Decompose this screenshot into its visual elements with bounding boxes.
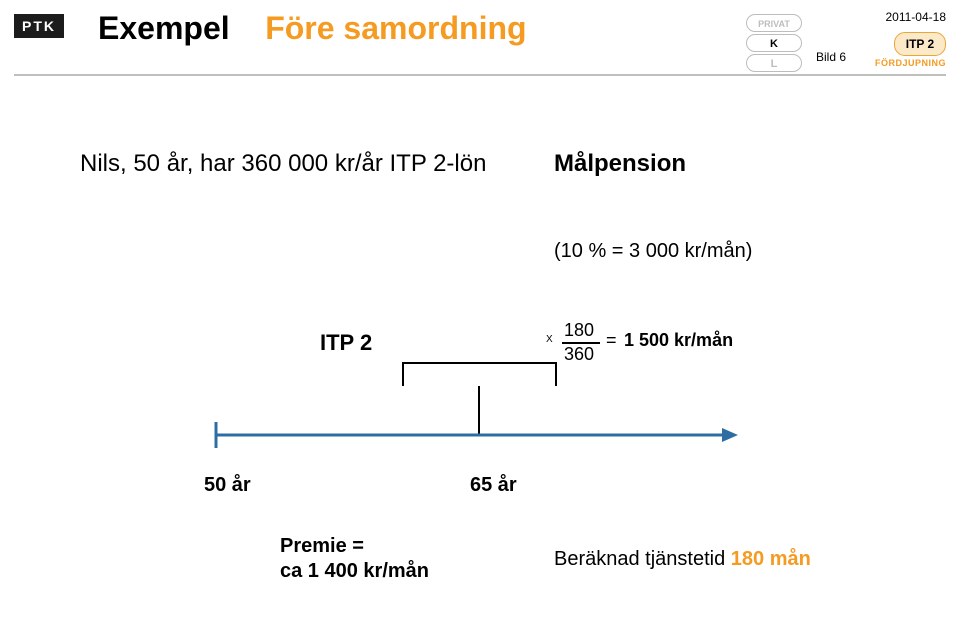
- malpension-label: Målpension: [554, 150, 686, 178]
- slide: PTK Exempel Före samordning PRIVAT K L 2…: [0, 0, 960, 617]
- tier-k: K: [746, 34, 802, 52]
- tier-l: L: [746, 54, 802, 72]
- pct-line: (10 % = 3 000 kr/mån): [554, 240, 752, 263]
- fraction-x: X: [546, 334, 553, 345]
- tier-stack: PRIVAT K L: [746, 12, 804, 74]
- fraction-result: 1 500 kr/mån: [624, 330, 733, 351]
- itp2-label: ITP 2: [320, 330, 372, 356]
- premie-label: Premie =: [280, 535, 364, 558]
- itp2-pill: ITP 2: [894, 32, 946, 56]
- fraction: X 180 360 = 1 500 kr/mån: [546, 316, 806, 366]
- fraction-eq: =: [606, 330, 617, 351]
- tier-privat: PRIVAT: [746, 14, 802, 32]
- header-divider: [14, 74, 946, 76]
- bracket: [402, 362, 557, 386]
- slide-title: Exempel Före samordning: [98, 10, 527, 47]
- fraction-num: 180: [564, 320, 594, 341]
- person-line: Nils, 50 år, har 360 000 kr/år ITP 2-lön: [80, 150, 486, 178]
- slide-number: Bild 6: [816, 50, 846, 64]
- title-part1: Exempel: [98, 10, 230, 46]
- fordjupning-label: FÖRDJUPNING: [875, 58, 946, 68]
- timeline: [212, 422, 742, 456]
- beraknad-prefix: Beräknad tjänstetid: [554, 548, 731, 570]
- slide-date: 2011-04-18: [886, 10, 947, 24]
- timeline-right-label: 65 år: [470, 474, 517, 497]
- title-part2: Före samordning: [265, 10, 526, 46]
- logo: PTK: [14, 14, 64, 38]
- timeline-left-label: 50 år: [204, 474, 251, 497]
- fraction-den: 360: [564, 344, 594, 365]
- premie-value: ca 1 400 kr/mån: [280, 560, 429, 583]
- beraknad-value: 180 mån: [731, 548, 811, 570]
- beraknad-line: Beräknad tjänstetid 180 mån: [554, 548, 811, 571]
